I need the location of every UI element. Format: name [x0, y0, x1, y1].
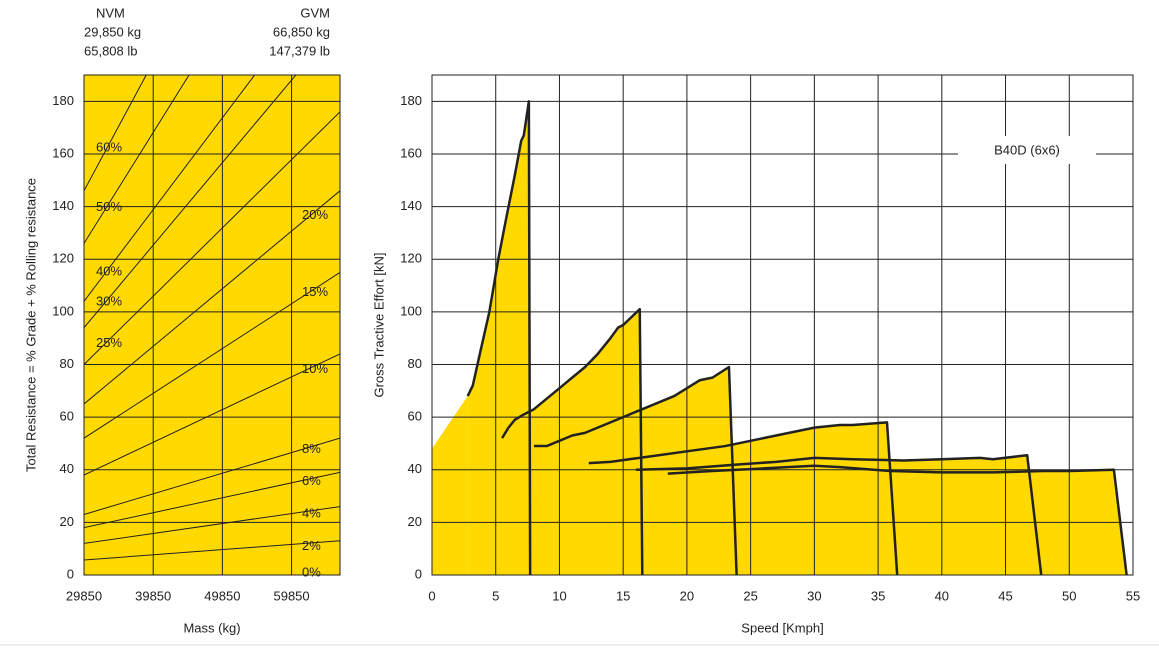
x-tick-label: 0 [428, 588, 435, 603]
y-tick-label: 20 [408, 514, 422, 529]
y-tick-label: 180 [52, 93, 74, 108]
x-tick-label: 25 [743, 588, 757, 603]
y-tick-label: 140 [52, 198, 74, 213]
line-label: 2% [302, 538, 321, 553]
gear-curve [635, 454, 1043, 576]
y-tick-label: 80 [60, 356, 74, 371]
gear-curve [588, 421, 899, 576]
y-tick-label: 100 [400, 303, 422, 318]
line-label: 30% [96, 293, 122, 308]
line-label: 60% [96, 140, 122, 155]
x-tick-label: 40 [935, 588, 949, 603]
x-tick-label: 30 [807, 588, 821, 603]
line-label: 10% [302, 361, 328, 376]
line-label: 20% [302, 207, 328, 222]
x-tick-label: 50 [1062, 588, 1076, 603]
y-tick-label: 160 [400, 145, 422, 160]
y-tick-label: 120 [400, 251, 422, 266]
x-axis-label: Speed [Kmph] [741, 620, 823, 635]
gear-curve [466, 100, 532, 576]
y-axis-label: Total Resistance = % Grade + % Rolling r… [23, 178, 38, 472]
y-tick-label: 40 [60, 461, 74, 476]
x-tick-label: 10 [552, 588, 566, 603]
resistance-line [84, 506, 340, 544]
line-label: 50% [96, 199, 122, 214]
line-label: 0% [302, 564, 321, 579]
resistance-line [84, 471, 340, 529]
nvm-title: NVM [96, 5, 125, 20]
gear-area [667, 465, 1127, 575]
x-tick-label: 45 [998, 588, 1012, 603]
x-tick-label: 15 [616, 588, 630, 603]
y-tick-label: 100 [52, 303, 74, 318]
effort-area [432, 396, 468, 575]
resistance-lines [84, 75, 340, 575]
resistance-line [84, 271, 340, 439]
gvm-title: GVM [300, 5, 330, 20]
y-tick-label: 180 [400, 93, 422, 108]
x-tick-label: 35 [871, 588, 885, 603]
y-axis-label: Gross Tractive Effort [kN] [371, 253, 386, 398]
y-tick-label: 160 [52, 145, 74, 160]
x-tick-label: 59850 [273, 588, 309, 603]
resistance-line [84, 190, 340, 405]
y-tick-label: 0 [415, 566, 422, 581]
resistance-line [84, 111, 340, 365]
gear-curve [501, 307, 644, 576]
x-tick-label: 29850 [66, 588, 102, 603]
plot-background [84, 75, 340, 575]
y-tick-label: 60 [408, 409, 422, 424]
y-tick-label: 140 [400, 198, 422, 213]
line-label: 6% [302, 473, 321, 488]
line-label: 8% [302, 441, 321, 456]
gear-curve [667, 464, 1128, 576]
y-tick-label: 0 [67, 566, 74, 581]
x-axis-label: Mass (kg) [183, 620, 240, 635]
resistance-line [84, 75, 147, 192]
x-tick-label: 39850 [135, 588, 171, 603]
resistance-line [84, 353, 340, 476]
line-label: 40% [96, 264, 122, 279]
y-tick-label: 80 [408, 356, 422, 371]
nvm-lb: 65,808 lb [84, 43, 138, 58]
y-tick-label: 40 [408, 461, 422, 476]
x-tick-label: 5 [492, 588, 499, 603]
gvm-lb: 147,379 lb [269, 43, 330, 58]
x-tick-label: 55 [1126, 588, 1140, 603]
gvm-kg: 66,850 kg [273, 24, 330, 39]
resistance-line [84, 540, 340, 561]
y-tick-label: 60 [60, 409, 74, 424]
annotation: B40D (6x6) [994, 142, 1060, 157]
resistance-line [84, 437, 340, 515]
y-tick-label: 20 [60, 514, 74, 529]
line-label: 15% [302, 284, 328, 299]
plot-frame [431, 74, 1134, 576]
annotation-box [958, 136, 1096, 164]
x-tick-label: 49850 [204, 588, 240, 603]
x-tick-label: 20 [680, 588, 694, 603]
resistance-line [84, 75, 190, 244]
nvm-kg: 29,850 kg [84, 24, 141, 39]
gear-curve [533, 365, 738, 576]
resistance-line [84, 75, 256, 302]
resistance-line [84, 75, 297, 328]
y-tick-label: 120 [52, 251, 74, 266]
line-label: 4% [302, 506, 321, 521]
line-label: 25% [96, 335, 122, 350]
